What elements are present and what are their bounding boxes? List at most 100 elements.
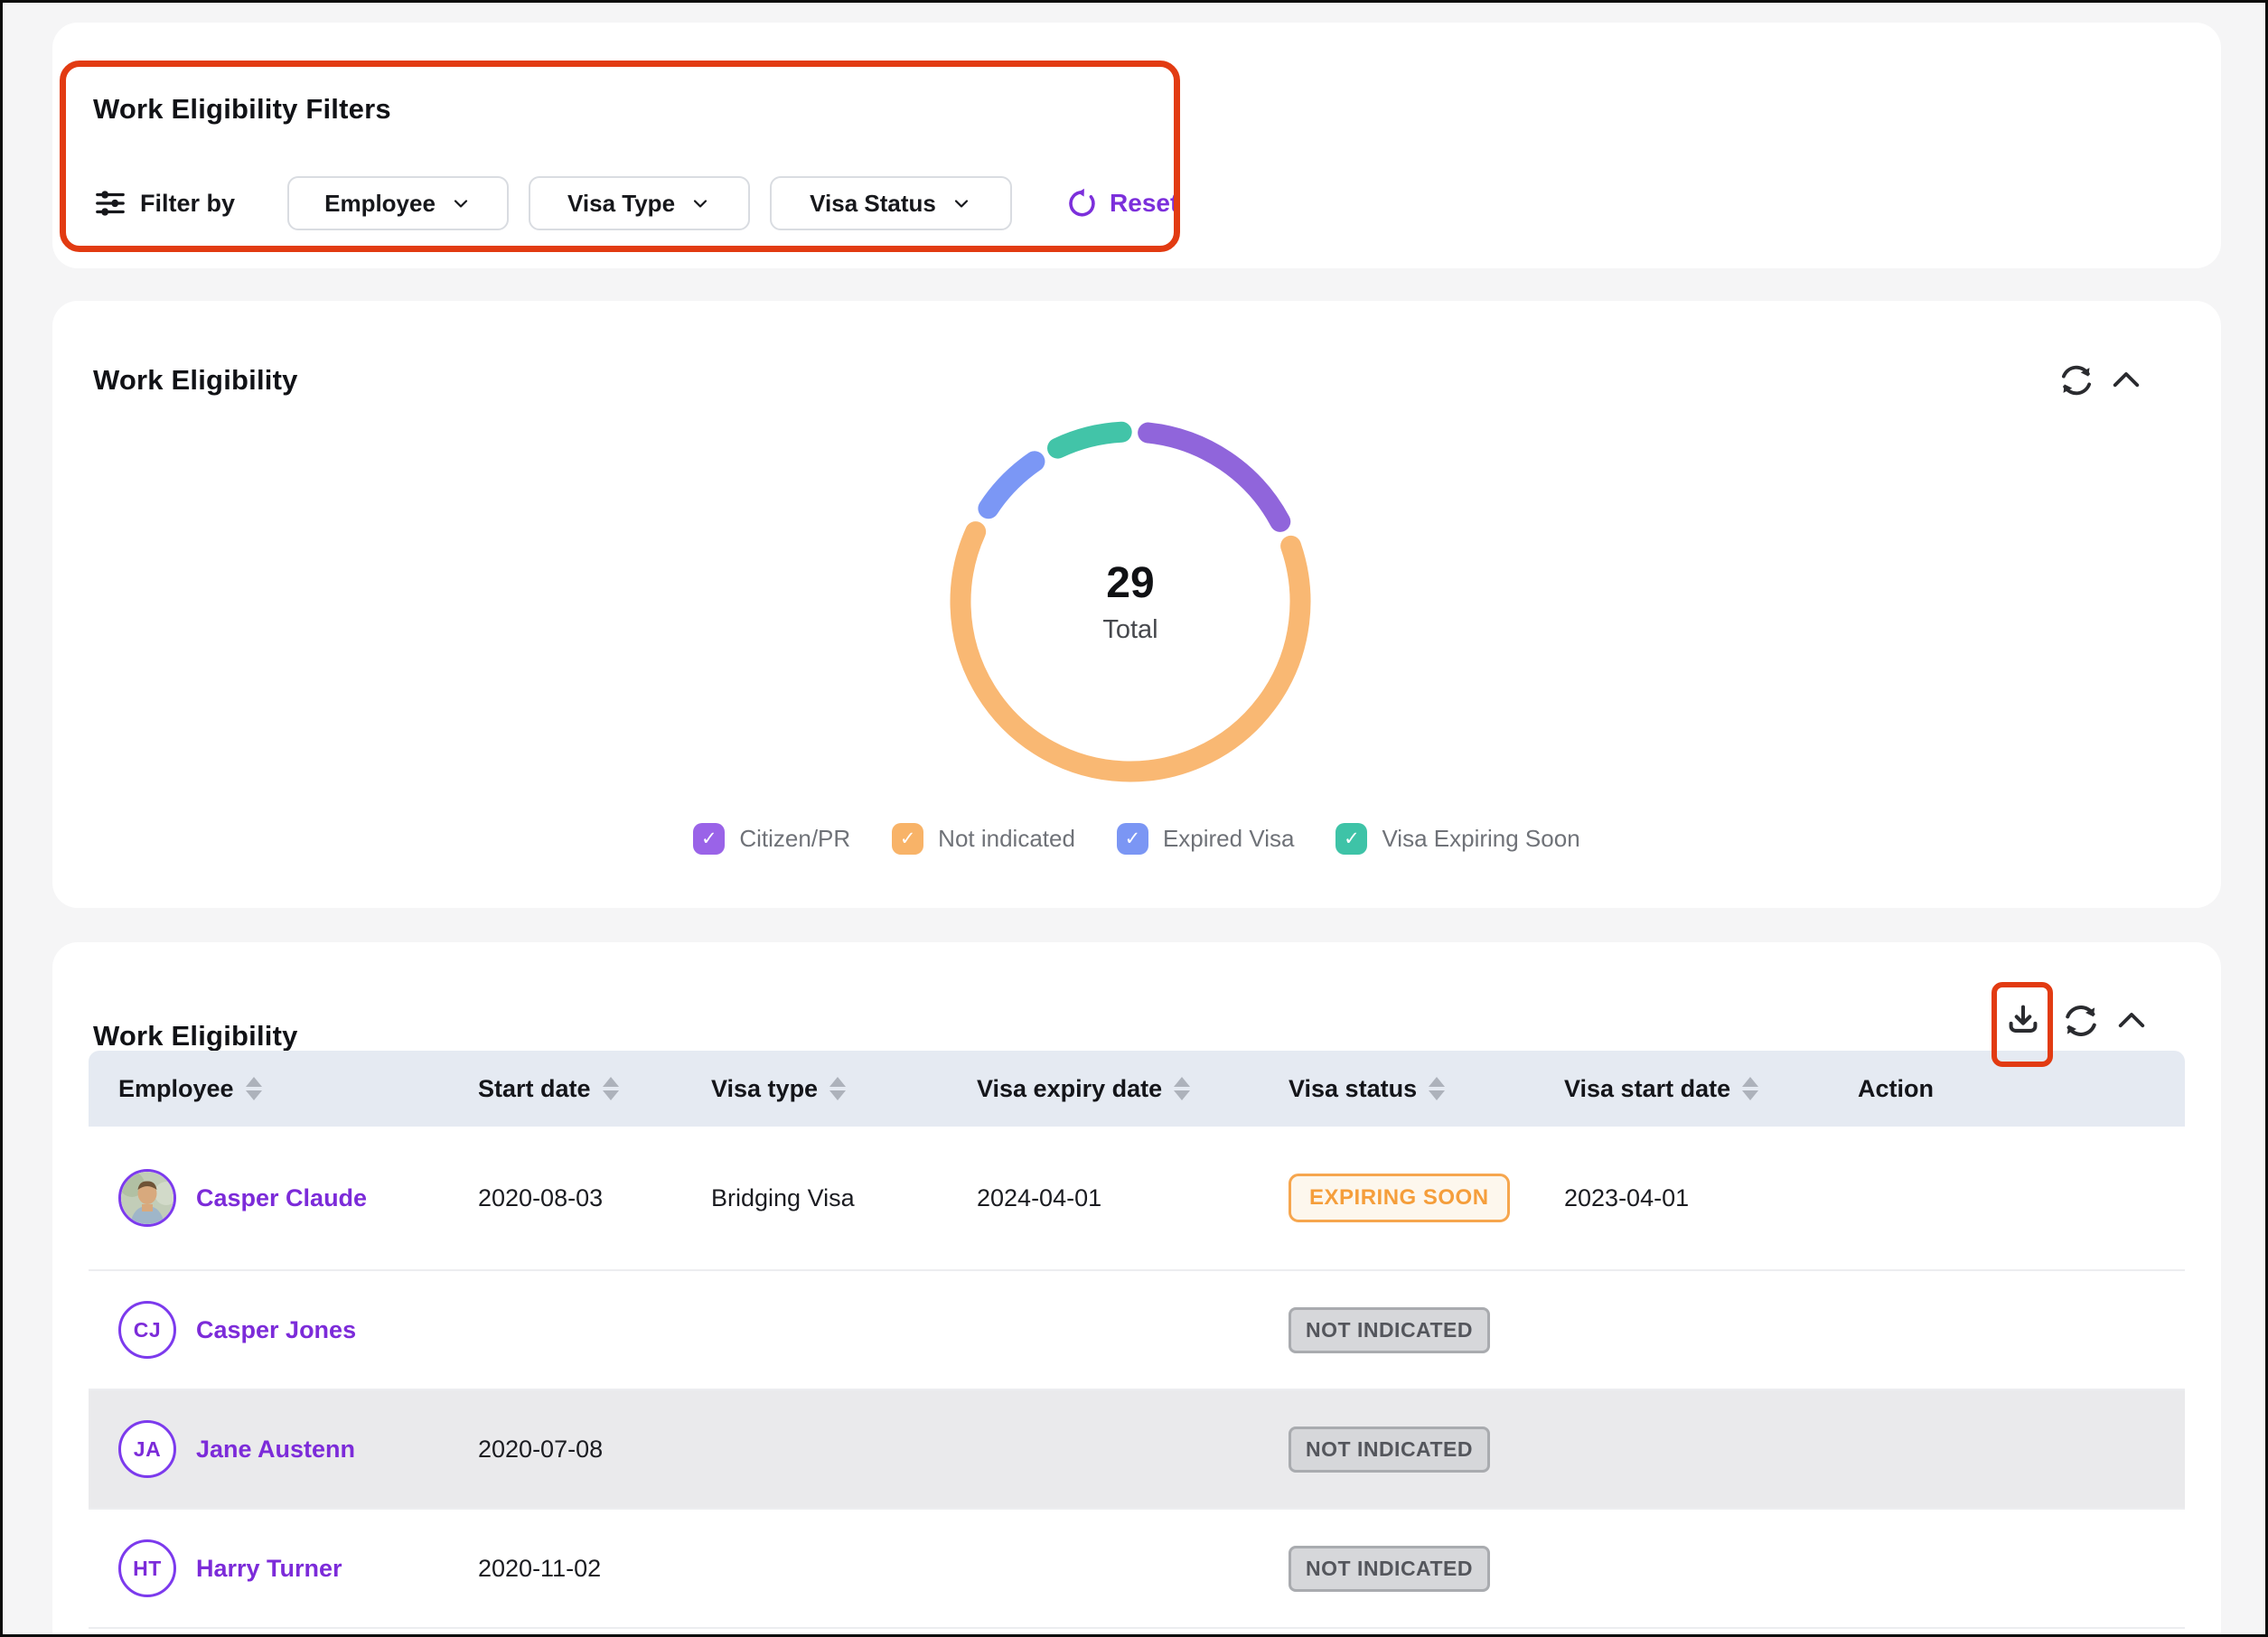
reset-label: Reset <box>1110 189 1179 217</box>
column-header-visa_expiry_date[interactable]: Visa expiry date <box>953 1075 1265 1103</box>
column-header-label: Start date <box>478 1074 591 1102</box>
filters-card-title: Work Eligibility Filters <box>93 93 391 125</box>
work-eligibility-table: Employee Start date Visa type Visa expiry d… <box>89 1051 2185 1634</box>
table-row: CJ Casper Jones NOT INDICATED <box>89 1269 2185 1389</box>
avatar-initials: JA <box>133 1436 162 1461</box>
legend-label: Visa Expiring Soon <box>1382 825 1580 852</box>
download-icon <box>2009 1005 2038 1033</box>
visa-status-badge: EXPIRING SOON <box>1289 1174 1510 1222</box>
visa-start-date-cell: 2023-04-01 <box>1564 1183 1690 1211</box>
sort-icon[interactable] <box>245 1077 262 1100</box>
column-header-label: Action <box>1858 1074 1934 1102</box>
sort-icon[interactable] <box>1742 1077 1759 1100</box>
visa-expiry-date-cell: 2024-04-01 <box>977 1183 1102 1211</box>
avatar[interactable]: HT <box>118 1539 176 1597</box>
column-header-label: Visa start date <box>1564 1074 1731 1102</box>
donut-total-value: 29 <box>1106 559 1155 607</box>
column-header-start_date[interactable]: Start date <box>455 1075 688 1103</box>
employee-cell: CJ Casper Jones <box>89 1301 455 1359</box>
column-header-employee[interactable]: Employee <box>89 1075 455 1103</box>
legend-checkbox-icon[interactable]: ✓ <box>892 823 924 855</box>
chevron-down-icon <box>693 200 708 208</box>
filter-dropdown-visa-status[interactable]: Visa Status <box>770 176 1013 230</box>
visa-status-cell: EXPIRING SOON <box>1265 1174 1541 1222</box>
table-header-row: Employee Start date Visa type Visa expiry d… <box>89 1051 2185 1127</box>
table-card-controls <box>1992 982 2151 1067</box>
filter-row: Filter by Employee Visa Type Visa Status R… <box>93 176 1184 230</box>
column-header-label: Visa expiry date <box>977 1074 1163 1102</box>
table-row: Casper Claude 2020-08-03 Bridging Visa 2024… <box>89 1127 2185 1269</box>
table-body: Casper Claude 2020-08-03 Bridging Visa 2024… <box>89 1127 2185 1627</box>
sliders-icon <box>96 191 125 216</box>
collapse-button[interactable] <box>2107 361 2145 399</box>
reset-icon <box>1069 188 1095 217</box>
column-header-visa_type[interactable]: Visa type <box>688 1075 953 1103</box>
donut-segment-expired-visa[interactable] <box>978 451 1045 519</box>
employee-cell: JA Jane Austenn <box>89 1420 455 1478</box>
table-row: HT Harry Turner 2020-11-02 NOT INDICATED <box>89 1508 2185 1627</box>
table-refresh-button[interactable] <box>2060 1000 2102 1042</box>
legend-checkbox-icon[interactable]: ✓ <box>1335 823 1368 855</box>
chevron-down-icon <box>454 200 468 208</box>
filter-dropdown-visa-type[interactable]: Visa Type <box>529 176 751 230</box>
filters-card: Work Eligibility Filters Filter by Emplo… <box>52 23 2221 268</box>
column-header-visa_status[interactable]: Visa status <box>1265 1075 1541 1103</box>
legend-label: Not indicated <box>938 825 1075 852</box>
chart-card-controls <box>2057 360 2145 400</box>
filter-by-label-group: Filter by <box>93 186 235 220</box>
table-collapse-button[interactable] <box>2113 1002 2151 1040</box>
download-button[interactable] <box>1992 982 2053 1067</box>
employee-photo <box>121 1172 173 1224</box>
sort-icon[interactable] <box>1174 1077 1191 1100</box>
employee-name-link[interactable]: Casper Jones <box>196 1315 357 1343</box>
employee-name-link[interactable]: Jane Austenn <box>196 1435 356 1463</box>
refresh-button[interactable] <box>2057 360 2096 400</box>
start-date-cell: 2020-11-02 <box>478 1554 602 1582</box>
filter-dropdown-employee[interactable]: Employee <box>287 176 510 230</box>
visa-status-badge: NOT INDICATED <box>1289 1545 1490 1592</box>
table-row: JA Jane Austenn 2020-07-08 NOT INDICATED <box>89 1389 2185 1508</box>
refresh-icon <box>2061 365 2092 396</box>
chart-legend: ✓ Citizen/PR ✓ Not indicated ✓ Expired Visa ✓ V… <box>52 823 2221 855</box>
donut-chart-svg[interactable] <box>941 412 1320 791</box>
reset-button[interactable]: Reset <box>1059 186 1184 220</box>
sort-icon[interactable] <box>602 1077 619 1100</box>
employee-name-link[interactable]: Casper Claude <box>196 1183 368 1211</box>
start-date-cell: 2020-07-08 <box>478 1435 604 1463</box>
donut-segment-not-indicated[interactable] <box>950 521 1311 782</box>
chevron-down-icon <box>954 200 968 208</box>
avatar[interactable]: CJ <box>118 1301 176 1359</box>
avatar[interactable]: JA <box>118 1420 176 1478</box>
legend-item-visa-expiring-soon[interactable]: ✓ Visa Expiring Soon <box>1335 823 1580 855</box>
donut-total-label: Total <box>1102 615 1158 644</box>
chart-card: Work Eligibility <box>52 301 2221 908</box>
donut-center: 29 Total <box>941 412 1320 791</box>
work-eligibility-donut-chart: 29 Total <box>941 412 1320 791</box>
dropdown-label: Visa Status <box>810 189 936 217</box>
donut-segment-citizen-pr[interactable] <box>1138 422 1291 532</box>
column-header-visa_start_date[interactable]: Visa start date <box>1541 1075 1834 1103</box>
legend-item-citizen-pr[interactable]: ✓ Citizen/PR <box>693 823 850 855</box>
legend-label: Expired Visa <box>1162 825 1295 852</box>
column-header-label: Employee <box>118 1074 234 1102</box>
avatar[interactable] <box>118 1169 176 1227</box>
sort-icon[interactable] <box>829 1077 847 1100</box>
donut-segment-visa-expiring-soon[interactable] <box>1047 421 1132 459</box>
filter-by-label: Filter by <box>140 189 236 217</box>
employee-cell: HT Harry Turner <box>89 1539 455 1597</box>
sort-icon[interactable] <box>1429 1077 1446 1100</box>
column-header-action: Action <box>1834 1075 2185 1103</box>
dropdown-label: Visa Type <box>567 189 676 217</box>
legend-checkbox-icon[interactable]: ✓ <box>1116 823 1148 855</box>
legend-item-not-indicated[interactable]: ✓ Not indicated <box>892 823 1075 855</box>
employee-name-link[interactable]: Harry Turner <box>196 1554 342 1582</box>
legend-checkbox-icon[interactable]: ✓ <box>693 823 726 855</box>
visa-status-cell: NOT INDICATED <box>1265 1426 1541 1473</box>
column-header-label: Visa type <box>711 1074 819 1102</box>
legend-item-expired-visa[interactable]: ✓ Expired Visa <box>1116 823 1295 855</box>
chart-card-title: Work Eligibility <box>93 364 298 396</box>
start-date-cell: 2020-08-03 <box>478 1183 604 1211</box>
avatar-initials: HT <box>133 1556 162 1580</box>
chevron-up-icon <box>2113 372 2140 388</box>
